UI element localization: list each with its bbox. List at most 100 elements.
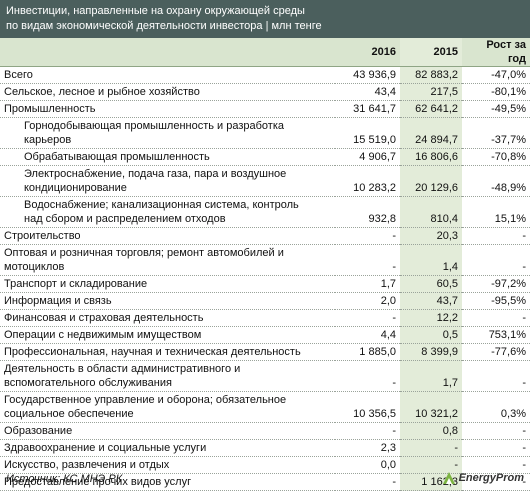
cell-value: - [462,456,530,474]
table-row: Операции с недвижимым имуществом 4,4 0,5 75… [0,326,530,344]
cell-value: - [400,439,462,457]
header-cell [0,38,335,67]
row-label: Оптовая и розничная торговля; ремонт авт… [0,244,335,276]
data-table: 2016 2015 Рост за год Всего 43 936,9 82 883,… [0,38,530,491]
row-label: Информация и связь [0,292,335,310]
cell-value: - [335,227,400,245]
row-label: Горнодобывающая промышленность и разрабо… [0,117,335,149]
cell-value: 8 399,9 [400,343,462,361]
cell-value: 62 641,2 [400,100,462,118]
table-row: Горнодобывающая промышленность и разрабо… [0,117,530,149]
cell-value: - [335,309,400,327]
table-row: Всего 43 936,9 82 883,2 -47,0% [0,66,530,84]
cell-value: 10 321,2 [400,391,462,423]
cell-value: 60,5 [400,275,462,293]
cell-value: -47,0% [462,66,530,84]
cell-value: 4 906,7 [335,148,400,166]
table-row: Информация и связь 2,0 43,7 -95,5% [0,292,530,310]
table-row: Электроснабжение, подача газа, пара и во… [0,165,530,197]
cell-value: -97,2% [462,275,530,293]
cell-value: 0,5 [400,326,462,344]
row-label: Образование [0,422,335,440]
row-label: Транспорт и складирование [0,275,335,293]
table-row: Деятельность в области административного… [0,360,530,392]
cell-value: - [462,439,530,457]
cell-value: 1,7 [335,275,400,293]
cell-value: 1 885,0 [335,343,400,361]
title-bar: Инвестиции, направленные на охрану окруж… [0,0,530,38]
row-label: Сельское, лесное и рыбное хозяйство [0,83,335,101]
cell-value: -77,6% [462,343,530,361]
source: Источник: КС МНЭ РК [6,473,123,485]
table-row: Транспорт и складирование 1,7 60,5 -97,2% [0,275,530,293]
cell-value: 24 894,7 [400,117,462,149]
table-row: Государственное управление и оборона; об… [0,391,530,423]
cell-value: 2,3 [335,439,400,457]
row-label: Строительство [0,227,335,245]
cell-value: 0,8 [400,422,462,440]
cell-value: 2,0 [335,292,400,310]
cell-value: 82 883,2 [400,66,462,84]
row-label: Промышленность [0,100,335,118]
table-row: Предоставление прочих видов услуг -1 162,… [0,473,530,491]
table-row: Образование -0,8- [0,422,530,440]
title-line: Инвестиции, направленные на охрану окруж… [6,5,305,17]
cell-value: - [462,227,530,245]
row-label: Обрабатывающая промышленность [0,148,335,166]
table-body: Всего 43 936,9 82 883,2 -47,0% Сельское, лес… [0,66,530,491]
cell-value: - [462,244,530,276]
cell-value: -95,5% [462,292,530,310]
table-row: Оптовая и розничная торговля; ремонт авт… [0,244,530,276]
cell-value: 0,3% [462,391,530,423]
row-label: Искусство, развлечения и отдых [0,456,335,474]
cell-value: 20,3 [400,227,462,245]
cell-value: - [335,422,400,440]
cell-value: 15,1% [462,196,530,228]
column-header: 2015 [400,38,462,67]
cell-value: 1,4 [400,244,462,276]
row-label: Здравоохранение и социальные услуги [0,439,335,457]
table-row: Обрабатывающая промышленность 4 906,7 16 8… [0,148,530,166]
cell-value: -49,5% [462,100,530,118]
cell-value: 43,4 [335,83,400,101]
table-row: Сельское, лесное и рыбное хозяйство 43,4 2… [0,83,530,101]
cell-value: - [335,360,400,392]
logo-text: EnergyProm [458,472,524,484]
row-label: Деятельность в области административного… [0,360,335,392]
row-label: Предоставление прочих видов услуг [0,473,335,491]
cell-value: 932,8 [335,196,400,228]
cell-value: 43 936,9 [335,66,400,84]
row-label: Операции с недвижимым имуществом [0,326,335,344]
logo: EnergyProm [442,471,524,485]
cell-value: - [462,309,530,327]
row-label: Всего [0,66,335,84]
cell-value: 20 129,6 [400,165,462,197]
header-row: 2016 2015 Рост за год [0,38,530,67]
cell-value: 4,4 [335,326,400,344]
cell-value: 10 356,5 [335,391,400,423]
cell-value: 43,7 [400,292,462,310]
row-label: Профессиональная, научная и техническая … [0,343,335,361]
row-label: Электроснабжение, подача газа, пара и во… [0,165,335,197]
cell-value: - [335,244,400,276]
cell-value: - [462,360,530,392]
cell-value: -80,1% [462,83,530,101]
row-label: Государственное управление и оборона; об… [0,391,335,423]
title-line: по видам экономической деятельности инве… [6,20,322,32]
column-header: Рост за год [462,38,530,67]
cell-value: 810,4 [400,196,462,228]
cell-value: - [335,473,400,491]
cell-value: 16 806,6 [400,148,462,166]
table-row: Строительство -20,3- [0,227,530,245]
table-row: Промышленность 31 641,7 62 641,2 -49,5% [0,100,530,118]
cell-value: 0,0 [335,456,400,474]
table-row: Водоснабжение; канализационная система, … [0,196,530,228]
cell-value: -70,8% [462,148,530,166]
cell-value: -37,7% [462,117,530,149]
table-row: Финансовая и страховая деятельность -12,2… [0,309,530,327]
cell-value: 31 641,7 [335,100,400,118]
cell-value: 217,5 [400,83,462,101]
table-row: Искусство, развлечения и отдых 0,0- - [0,456,530,474]
cell-value: 10 283,2 [335,165,400,197]
